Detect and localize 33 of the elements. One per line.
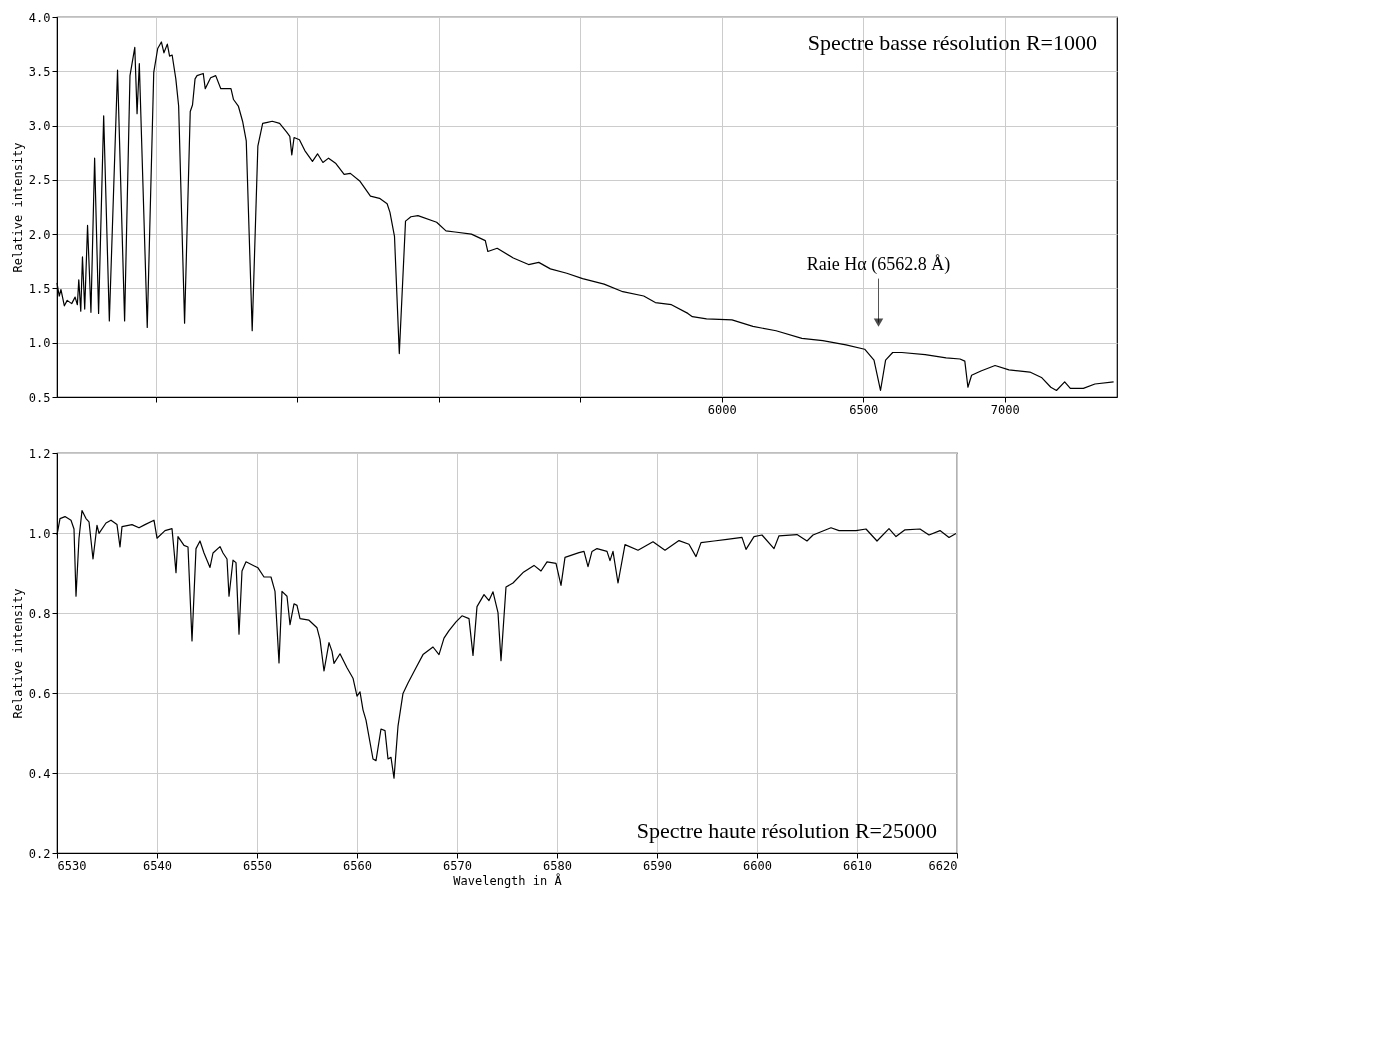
x-tick-label: 6530 [57,858,87,873]
x-tick-label: 6580 [543,858,572,873]
x-tick-label: 6610 [843,858,872,873]
x-tick-label: 6000 [707,402,737,417]
y-tick-label: 0.2 [28,846,51,861]
y-axis-title: Relative intensity [10,588,25,719]
y-tick-label: 1.2 [28,446,51,461]
x-tick-label: 7000 [990,402,1020,417]
x-tick-label: 6500 [849,402,879,417]
y-tick-label: 3.5 [28,64,51,79]
x-tick-label: 6540 [143,858,172,873]
x-tick-label: 6550 [243,858,272,873]
x-tick-label: 6590 [643,858,672,873]
y-tick-label: 3.0 [28,119,51,134]
y-tick-label: 2.0 [28,227,51,242]
y-tick-label: 0.5 [28,390,51,405]
text: Spectre haute résolution R=25000 [636,818,937,843]
y-tick-label: 2.5 [28,173,51,188]
x-axis-title: Wavelength in Å [453,872,563,888]
y-tick-label: 1.0 [28,526,51,541]
y-tick-label: 0.8 [28,606,51,621]
annotation: Raie Hα (6562.8 Å) [806,253,951,275]
x-tick-label: 6600 [743,858,772,873]
y-tick-label: 0.6 [28,686,51,701]
y-tick-label: 1.0 [28,336,51,351]
text: Spectre basse résolution R=1000 [807,30,1097,55]
y-tick-label: 0.4 [28,766,51,781]
y-tick-label: 1.5 [28,281,51,296]
x-tick-label: 6570 [443,858,472,873]
y-axis-title: Relative intensity [10,142,25,273]
x-tick-label: 6560 [343,858,372,873]
x-tick-label: 6620 [928,858,958,873]
y-tick-label: 4.0 [28,10,51,25]
